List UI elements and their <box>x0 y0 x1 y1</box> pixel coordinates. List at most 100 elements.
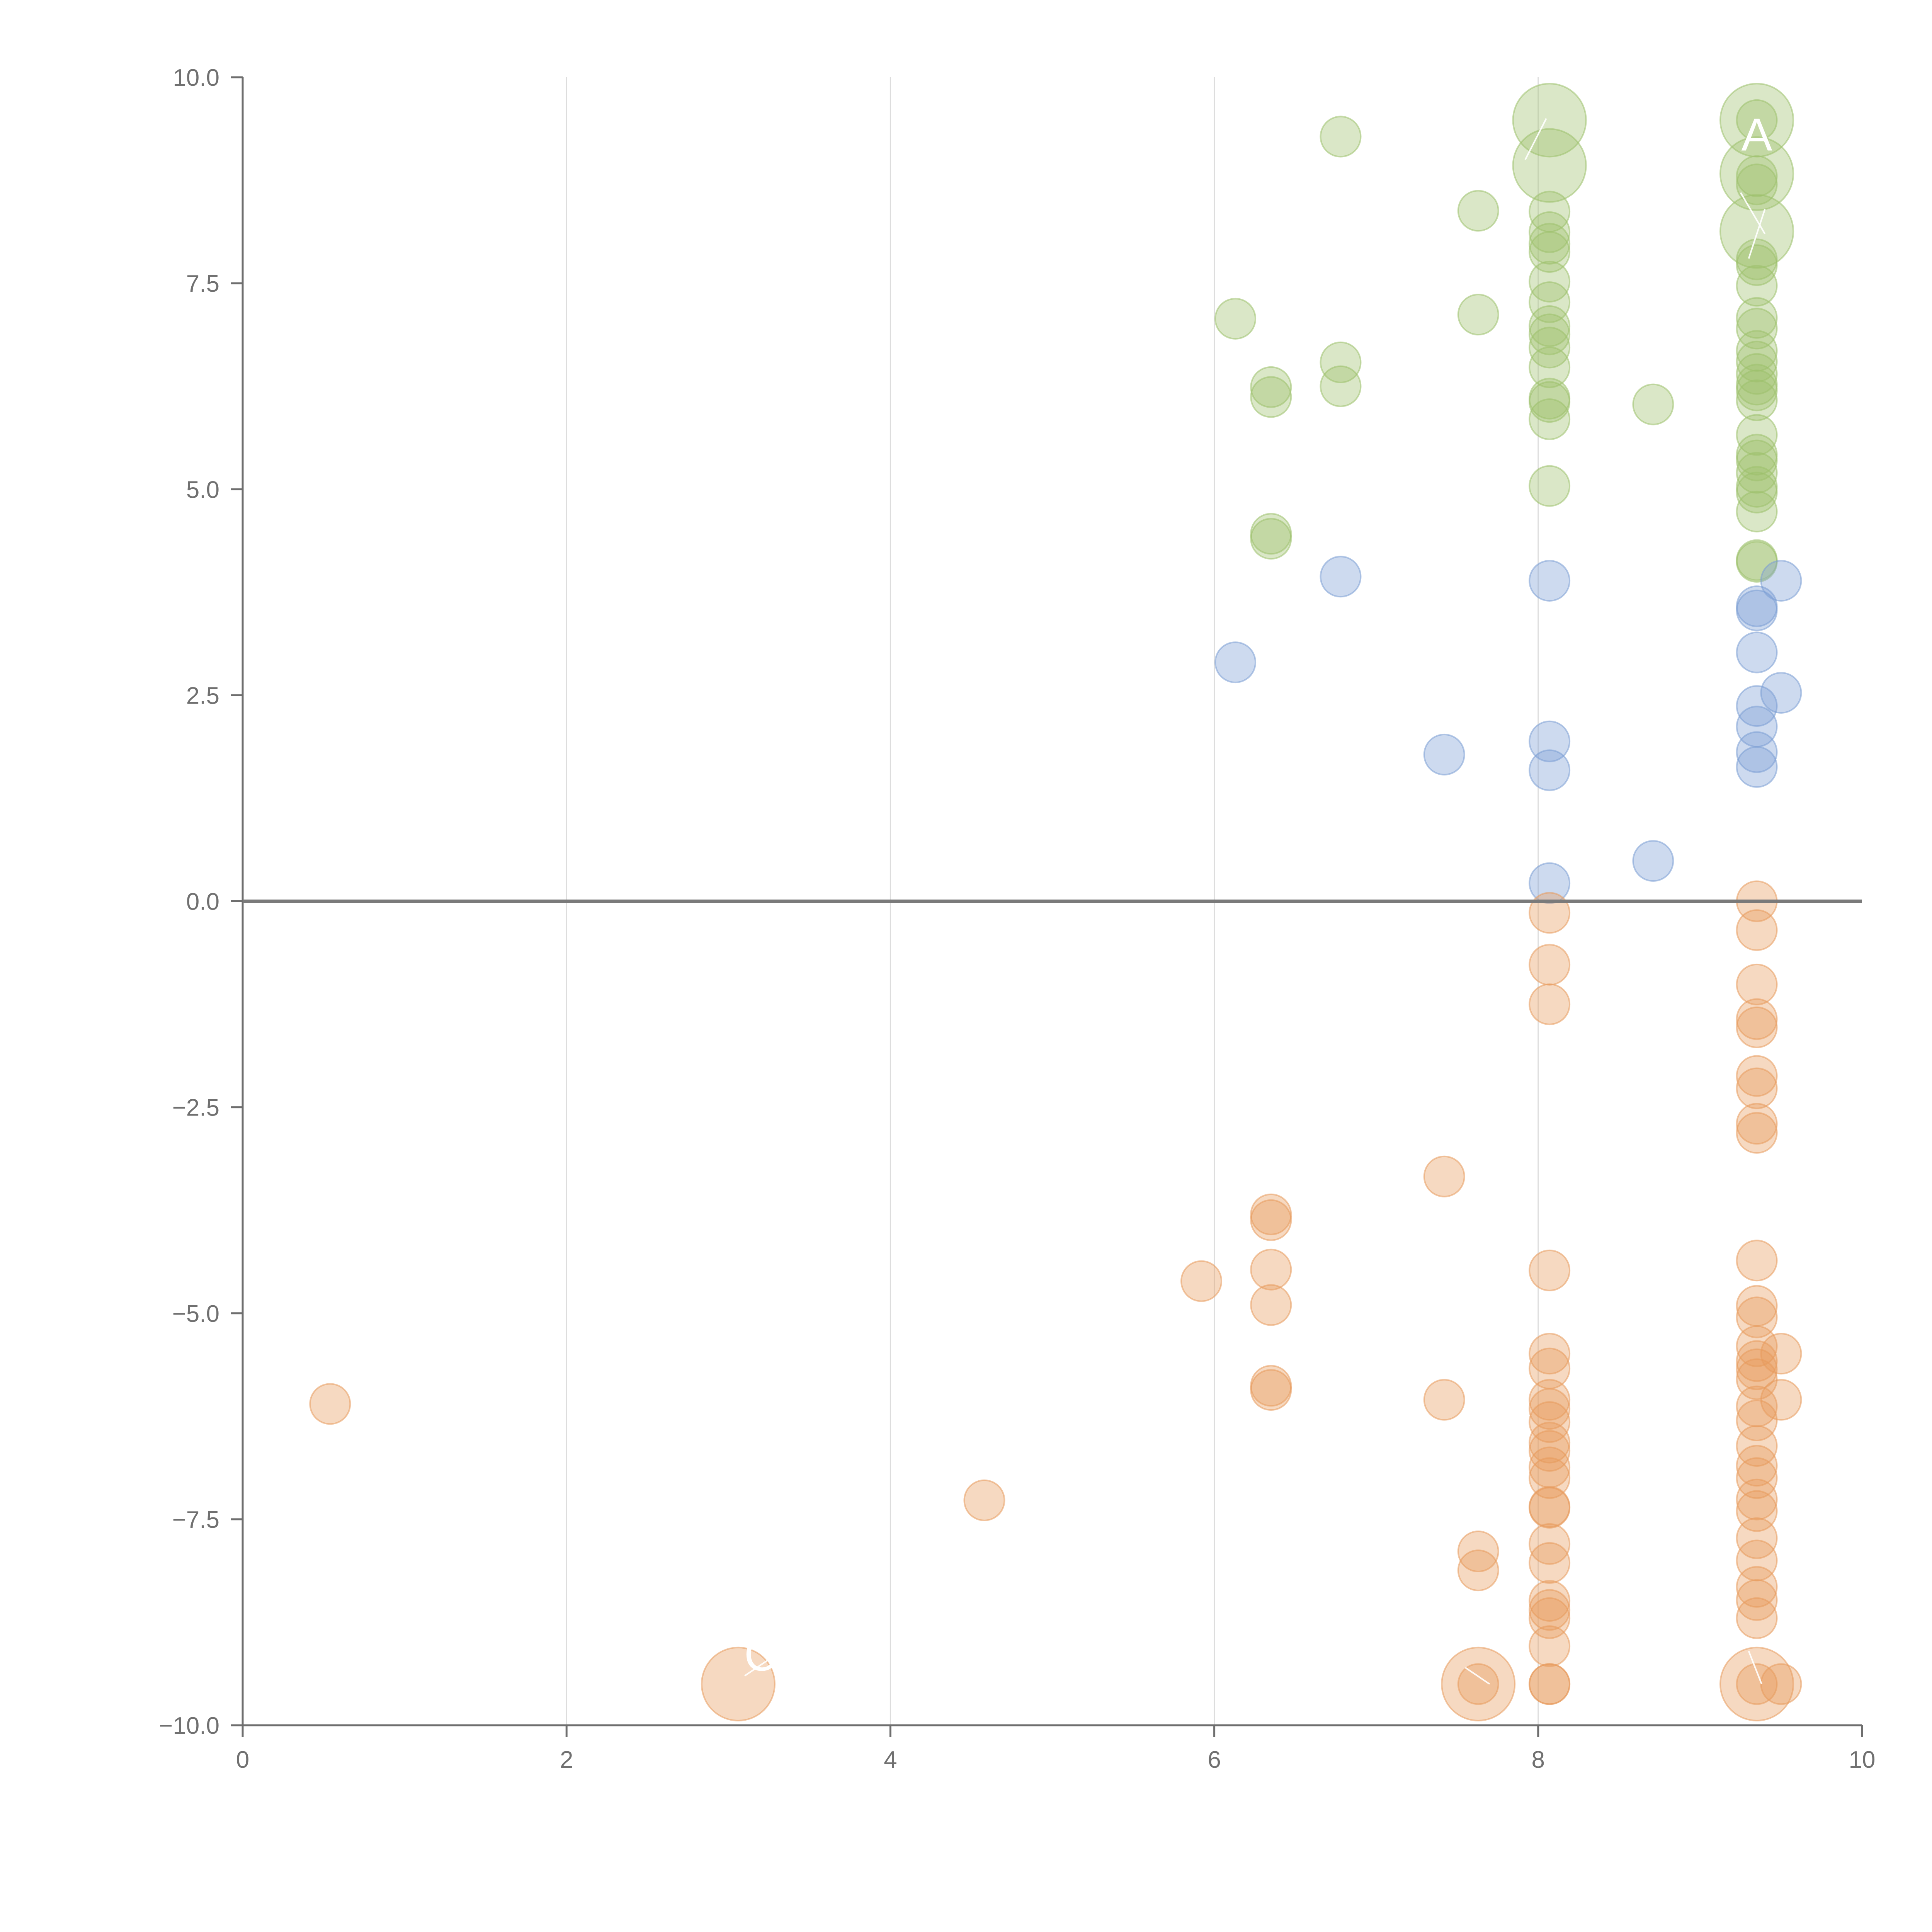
bubble-point <box>1736 238 1778 281</box>
bubble-point <box>1320 556 1362 598</box>
bubble-point <box>1529 862 1571 904</box>
bubble-point <box>1529 281 1571 323</box>
bubble-point <box>1250 1193 1292 1235</box>
bubble-point <box>1736 364 1778 406</box>
green-series <box>1214 83 1794 583</box>
bubble-point <box>1529 381 1571 423</box>
bubble-point <box>1736 439 1778 481</box>
bubble-point <box>1632 383 1674 425</box>
bubble-point <box>1736 1478 1778 1520</box>
bubble-point <box>1736 308 1778 350</box>
bubble-point <box>1736 589 1778 631</box>
bubble-point <box>1250 518 1292 560</box>
bubble-point <box>1250 1248 1292 1291</box>
bubble-point <box>1736 1240 1778 1282</box>
bubble-point <box>1736 1399 1778 1441</box>
annotation-leader <box>744 1658 770 1677</box>
y-tick-label: 5.0 <box>186 476 219 503</box>
bubble-point <box>1736 1325 1778 1367</box>
bubble-point <box>1441 1646 1516 1721</box>
bubble-point <box>1529 465 1571 507</box>
bubble-point <box>1529 398 1571 440</box>
bubble-point <box>1320 365 1362 407</box>
blue-series <box>1214 556 1802 904</box>
bubble-point <box>309 1383 351 1425</box>
bubble-point <box>1250 376 1292 418</box>
annotation-leader <box>1465 1667 1490 1685</box>
bubble-point <box>1250 366 1292 408</box>
bubble-point <box>1736 1457 1778 1499</box>
bubble-point <box>1529 1523 1571 1565</box>
tick-labels: 0 2 4 6 8 10 10.0 7.5 5.0 2.5 0.0 −2.5 −5.0 −7.5 −10.0 <box>159 65 1875 1773</box>
y-tick-label: −2.5 <box>172 1095 219 1121</box>
bubble-point <box>1529 1333 1571 1375</box>
bubble-point <box>1736 1445 1778 1487</box>
bubble-point <box>1214 641 1257 684</box>
annotation-leader <box>1748 209 1766 259</box>
y-tick-label: −5.0 <box>172 1301 219 1327</box>
bubble-point <box>1736 471 1778 514</box>
bubble-point <box>1736 434 1778 476</box>
bubble-point <box>1529 231 1571 273</box>
bubble-point <box>1736 909 1778 951</box>
bubble-point <box>1736 1566 1778 1608</box>
bubble-point <box>1529 1663 1571 1705</box>
bubble-point <box>1719 1646 1794 1721</box>
bubble-point <box>1736 340 1778 383</box>
bubble-point <box>1529 720 1571 762</box>
bubble-point <box>1529 749 1571 791</box>
bubble-point <box>1760 560 1802 602</box>
bubble-point <box>1736 1348 1778 1390</box>
bubble-point <box>1760 1663 1802 1705</box>
y-tick-label: −10.0 <box>159 1713 219 1739</box>
bubble-point <box>1736 265 1778 307</box>
bubble-point <box>1529 1388 1571 1430</box>
bubble-point <box>1457 294 1499 336</box>
bubble-point <box>1423 1379 1465 1421</box>
bubble-point <box>1320 116 1362 158</box>
bubble-point <box>1736 369 1778 412</box>
bubble-point <box>1457 1531 1499 1573</box>
annotation-label: A <box>1742 109 1772 160</box>
bubble-point <box>701 1646 776 1721</box>
bubble-point <box>1529 1457 1571 1499</box>
bubble-point <box>1736 379 1778 421</box>
bubble-point <box>1736 1517 1778 1559</box>
bubble-point <box>1736 631 1778 673</box>
bubble-point <box>1736 353 1778 395</box>
bubble-point <box>1457 1549 1499 1592</box>
bubble-point <box>1529 1580 1571 1622</box>
bubble-point <box>1736 746 1778 788</box>
bubble-point <box>963 1479 1005 1521</box>
bubble-point <box>1760 1379 1802 1421</box>
bubble-point <box>1632 840 1674 882</box>
bubble-point <box>1529 1249 1571 1291</box>
bubble-point <box>1736 1296 1778 1338</box>
y-tick-label: 2.5 <box>186 682 219 709</box>
bubble-point <box>1457 190 1499 232</box>
bubble-point <box>1457 1663 1499 1705</box>
bubble-point <box>1250 1199 1292 1241</box>
x-tick-label: 0 <box>236 1747 249 1773</box>
bubble-point <box>1250 1284 1292 1326</box>
bubble-point <box>1180 1260 1223 1302</box>
bubble-point <box>1736 1663 1778 1705</box>
bubble-point <box>1736 1112 1778 1154</box>
orange-series <box>309 880 1802 1721</box>
bubble-point <box>1529 1542 1571 1584</box>
bubble-point <box>1214 298 1257 340</box>
bubble-point <box>1529 983 1571 1026</box>
bubble-point <box>1529 1625 1571 1667</box>
bubble-point <box>1529 892 1571 934</box>
bubble-point <box>1736 163 1778 206</box>
bubble-point <box>1736 731 1778 773</box>
y-tick-label: −7.5 <box>172 1507 219 1533</box>
bubble-point <box>1529 944 1571 986</box>
x-tick-label: 8 <box>1532 1747 1545 1773</box>
bubble-point <box>1512 83 1587 158</box>
bubble-point <box>1736 963 1778 1005</box>
annotations: AC <box>744 109 1772 1685</box>
bubble-point <box>1736 1103 1778 1145</box>
x-tick-label: 10 <box>1849 1747 1876 1773</box>
